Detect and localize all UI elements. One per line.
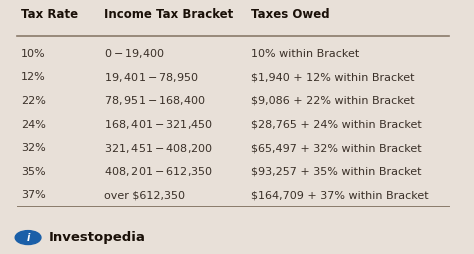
Text: 10% within Bracket: 10% within Bracket — [251, 49, 359, 59]
Text: 32%: 32% — [21, 143, 46, 153]
Text: 37%: 37% — [21, 190, 46, 200]
Text: $0 - $19,400: $0 - $19,400 — [104, 47, 165, 60]
Text: $93,257 + 35% within Bracket: $93,257 + 35% within Bracket — [251, 167, 421, 177]
Text: 35%: 35% — [21, 167, 46, 177]
Text: $65,497 + 32% within Bracket: $65,497 + 32% within Bracket — [251, 143, 422, 153]
Text: i: i — [27, 233, 30, 243]
Text: 10%: 10% — [21, 49, 46, 59]
Text: $164,709 + 37% within Bracket: $164,709 + 37% within Bracket — [251, 190, 428, 200]
Text: Income Tax Bracket: Income Tax Bracket — [104, 8, 233, 21]
Text: Investopedia: Investopedia — [49, 231, 146, 244]
Text: $28,765 + 24% within Bracket: $28,765 + 24% within Bracket — [251, 120, 422, 130]
Circle shape — [15, 231, 41, 245]
Text: $168,401 - $321,450: $168,401 - $321,450 — [104, 118, 213, 131]
Text: 24%: 24% — [21, 120, 46, 130]
Text: 22%: 22% — [21, 96, 46, 106]
Text: 12%: 12% — [21, 72, 46, 82]
Text: $1,940 + 12% within Bracket: $1,940 + 12% within Bracket — [251, 72, 415, 82]
Text: Tax Rate: Tax Rate — [21, 8, 78, 21]
Text: $78,951 - $168,400: $78,951 - $168,400 — [104, 94, 206, 107]
Text: $321,451 - $408,200: $321,451 - $408,200 — [104, 142, 213, 155]
Text: over $612,350: over $612,350 — [104, 190, 185, 200]
Text: $19,401 - $78,950: $19,401 - $78,950 — [104, 71, 199, 84]
Text: Taxes Owed: Taxes Owed — [251, 8, 330, 21]
Text: $9,086 + 22% within Bracket: $9,086 + 22% within Bracket — [251, 96, 415, 106]
Text: $408,201 - $612,350: $408,201 - $612,350 — [104, 165, 213, 178]
